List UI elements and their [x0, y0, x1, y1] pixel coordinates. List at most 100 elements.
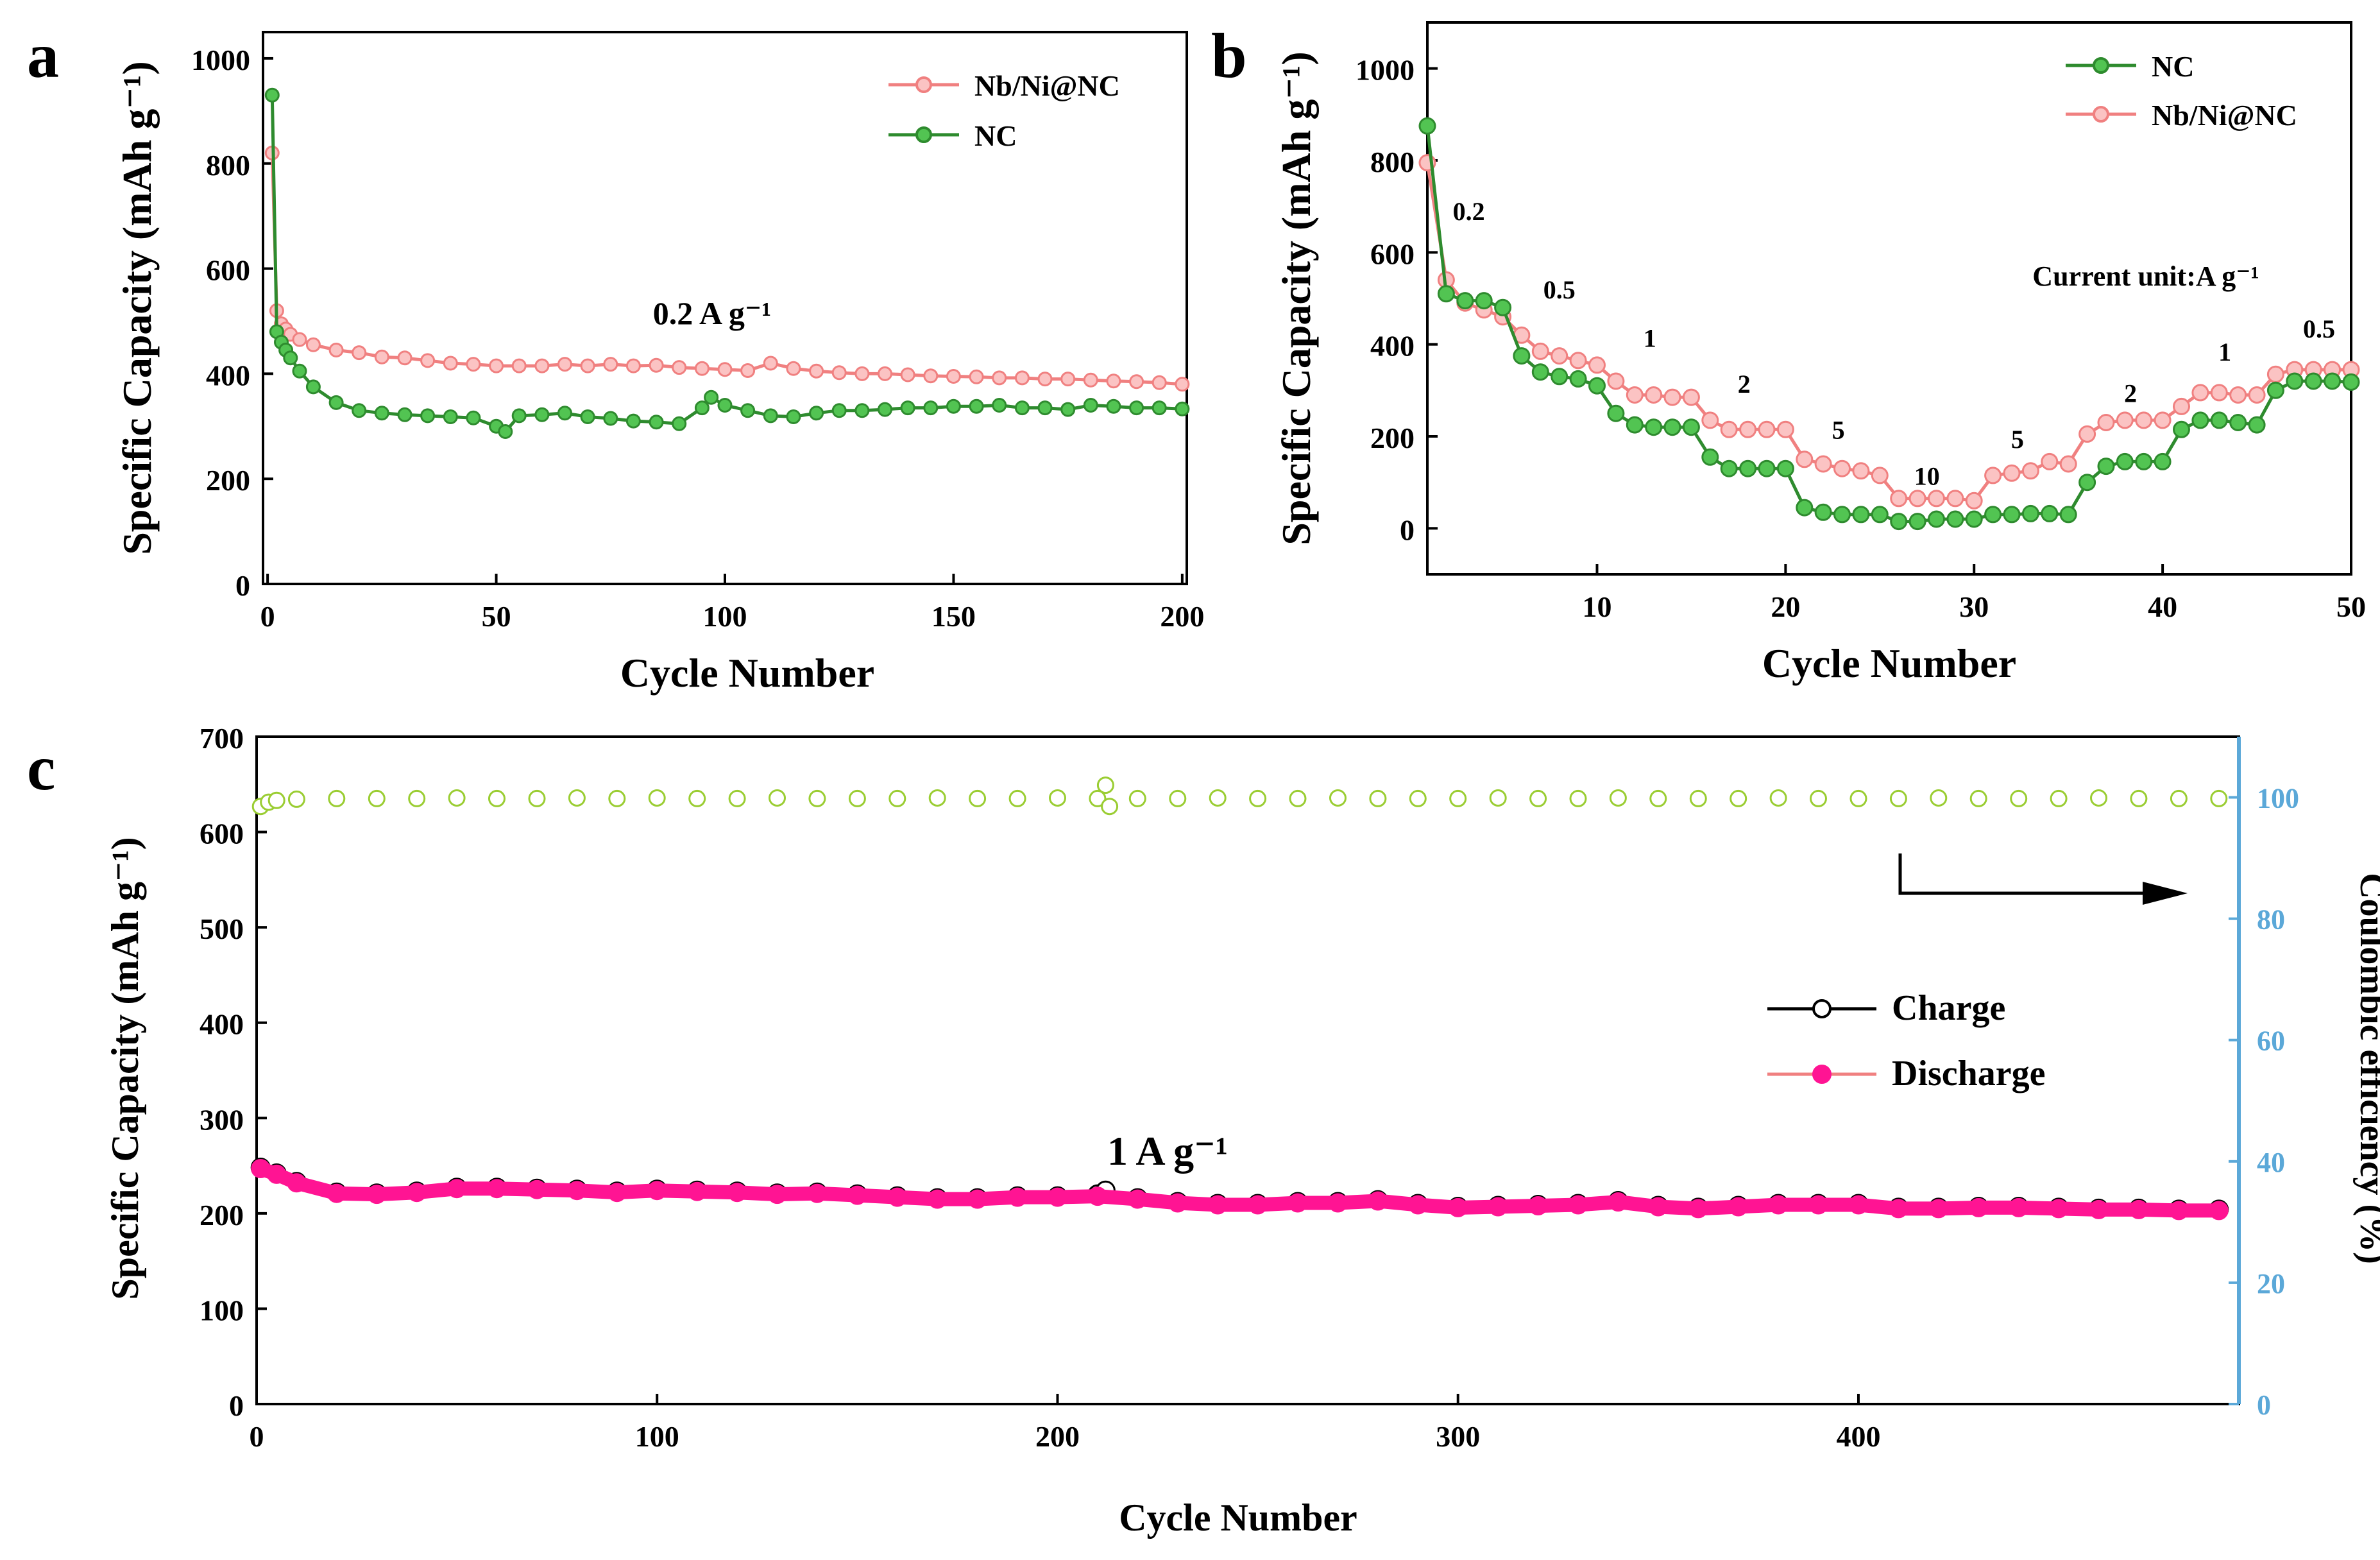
discharge-point: [1849, 1195, 1868, 1215]
rate-label: 2: [2124, 379, 2137, 407]
series-nbni-point: [489, 358, 504, 373]
panel-a-legend-marker: [915, 76, 932, 93]
series-nc-point: [2059, 506, 2077, 524]
series-nbni-point: [1152, 375, 1167, 390]
series-nbni-point: [352, 345, 367, 361]
panel-c-plot: 0 100 200 300 400 0 100 200 300 400 500 600 700 0 20 40…: [104, 722, 2380, 1539]
series-nbni-point: [397, 350, 412, 366]
series-nbni-point: [763, 356, 778, 371]
series-nc-point: [1129, 400, 1144, 416]
efficiency-point: [2010, 789, 2028, 807]
series-nbni-point: [923, 368, 939, 384]
series-nc-point: [1871, 506, 1889, 524]
panel-c-legend-label: Discharge: [1892, 1054, 2046, 1093]
y-tick-label: 0: [235, 569, 250, 602]
series-nc-point: [2286, 372, 2304, 390]
series-nc-point: [397, 407, 412, 422]
series-nc-point: [498, 424, 513, 439]
series-nc-point: [1456, 292, 1474, 310]
series-nc-point: [1551, 368, 1568, 386]
series-nc-point: [2078, 474, 2096, 492]
series-nc-point: [534, 407, 550, 422]
discharge-point: [647, 1181, 667, 1201]
series-nc-point: [264, 87, 280, 103]
rate-label: 0.5: [2303, 314, 2335, 343]
series-nc-point: [2021, 504, 2039, 522]
efficiency-point: [2210, 789, 2228, 807]
efficiency-point: [808, 789, 826, 807]
series-nbni-point: [1758, 420, 1776, 438]
discharge-point: [767, 1185, 787, 1204]
panel-b-ylabel: Specific Capacity (mAh g⁻¹): [1273, 51, 1319, 545]
series-nbni-point: [1531, 342, 1549, 360]
panel-label-a: a: [27, 20, 59, 91]
panel-c-xlabel: Cycle Number: [1119, 1496, 1357, 1539]
series-nbni-point: [1106, 373, 1121, 389]
discharge-point: [527, 1179, 547, 1199]
efficiency-point: [1209, 789, 1227, 807]
series-nbni-point: [2154, 411, 2172, 429]
efficiency-point: [1089, 789, 1107, 807]
series-nc-point: [1796, 499, 1814, 517]
discharge-point: [1248, 1195, 1268, 1215]
efficiency-point: [1409, 789, 1427, 807]
series-nc-point: [1494, 298, 1512, 316]
series-nc-point: [2135, 452, 2153, 470]
series-nbni-point: [1129, 374, 1144, 390]
y-tick-label: 0: [229, 1389, 244, 1422]
series-nc-point: [1965, 510, 1983, 528]
panel-a-plot: 0 50 100 150 200 0 200 400 600 800 1000 Cycle Numb…: [114, 31, 1204, 696]
series-nbni-point: [1946, 490, 1964, 508]
series-nc-point: [1475, 292, 1493, 310]
efficiency-point: [287, 790, 305, 808]
series-nbni-point: [1871, 467, 1889, 484]
efficiency-point: [2090, 789, 2107, 807]
panel-b-xlabel: Cycle Number: [1762, 640, 2016, 686]
series-nc-point: [2116, 452, 2134, 470]
discharge-point: [1208, 1195, 1228, 1215]
series-nbni-point: [2059, 455, 2077, 473]
discharge-point: [287, 1173, 307, 1193]
series-nbni-point: [1965, 492, 1983, 510]
series-nbni-point: [1984, 467, 2002, 484]
series-nbni-point: [443, 356, 458, 371]
series-nbni-point: [466, 357, 481, 372]
series-nc-point: [1701, 448, 1719, 466]
series-nc-point: [2248, 416, 2266, 434]
series-nc-point: [992, 398, 1007, 413]
series-nc-point: [1152, 400, 1167, 416]
x-tick-label: 50: [482, 600, 511, 633]
series-nc-point: [511, 408, 527, 424]
y-tick-label: 200: [206, 464, 250, 497]
y-tick-label: 400: [200, 1008, 244, 1041]
discharge-point: [1528, 1196, 1548, 1215]
discharge-point: [928, 1189, 948, 1209]
series-nbni-point: [511, 358, 527, 373]
panel-a-ylabel: Specific Capacity (mAh g⁻¹): [114, 61, 160, 554]
series-nbni-point: [1739, 420, 1757, 438]
series-nc-point: [1758, 459, 1776, 477]
series-nc-point: [1569, 370, 1587, 388]
series-nc-point: [740, 403, 756, 418]
discharge-point: [2169, 1201, 2189, 1221]
efficiency-point: [2170, 789, 2188, 807]
series-nbni-point: [649, 357, 664, 373]
discharge-point: [2209, 1201, 2229, 1221]
series-nc-point: [1852, 506, 1870, 524]
panel-c-annotation: 1 A g⁻¹: [1107, 1128, 1228, 1174]
efficiency-point: [1810, 789, 1827, 807]
series-nc-point: [352, 403, 367, 418]
series-nbni-point: [603, 357, 618, 372]
series-nc-point: [420, 408, 436, 424]
rate-label: 5: [1832, 416, 1845, 445]
series-nc-point: [1814, 503, 1832, 521]
series-nbni-point: [969, 369, 984, 384]
series-nbni-point: [2248, 386, 2266, 404]
discharge-point: [1368, 1191, 1388, 1211]
efficiency-point: [928, 789, 946, 807]
discharge-point: [2089, 1199, 2109, 1219]
discharge-point: [1688, 1199, 1708, 1219]
discharge-point: [847, 1185, 867, 1205]
series-nc-point: [2097, 458, 2115, 476]
